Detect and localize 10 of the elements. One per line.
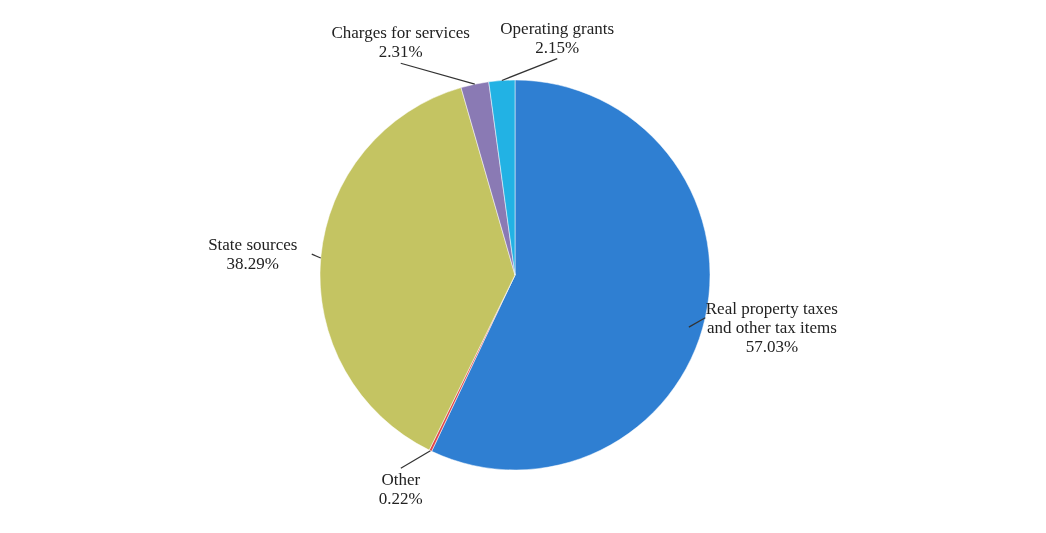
slice-label: Other <box>381 470 421 490</box>
data-label: 2.31% <box>378 42 423 62</box>
slice-label: Charges for services <box>331 23 470 43</box>
data-label: 57.03% <box>745 336 799 356</box>
slice-label: Operating grants <box>500 18 615 38</box>
data-label: 38.29% <box>226 254 279 274</box>
slice-label: State sources <box>208 235 298 255</box>
slice-label: Real property taxes and other tax items <box>705 298 838 337</box>
data-label: 0.22% <box>378 489 423 509</box>
data-label: 2.15% <box>535 37 580 57</box>
